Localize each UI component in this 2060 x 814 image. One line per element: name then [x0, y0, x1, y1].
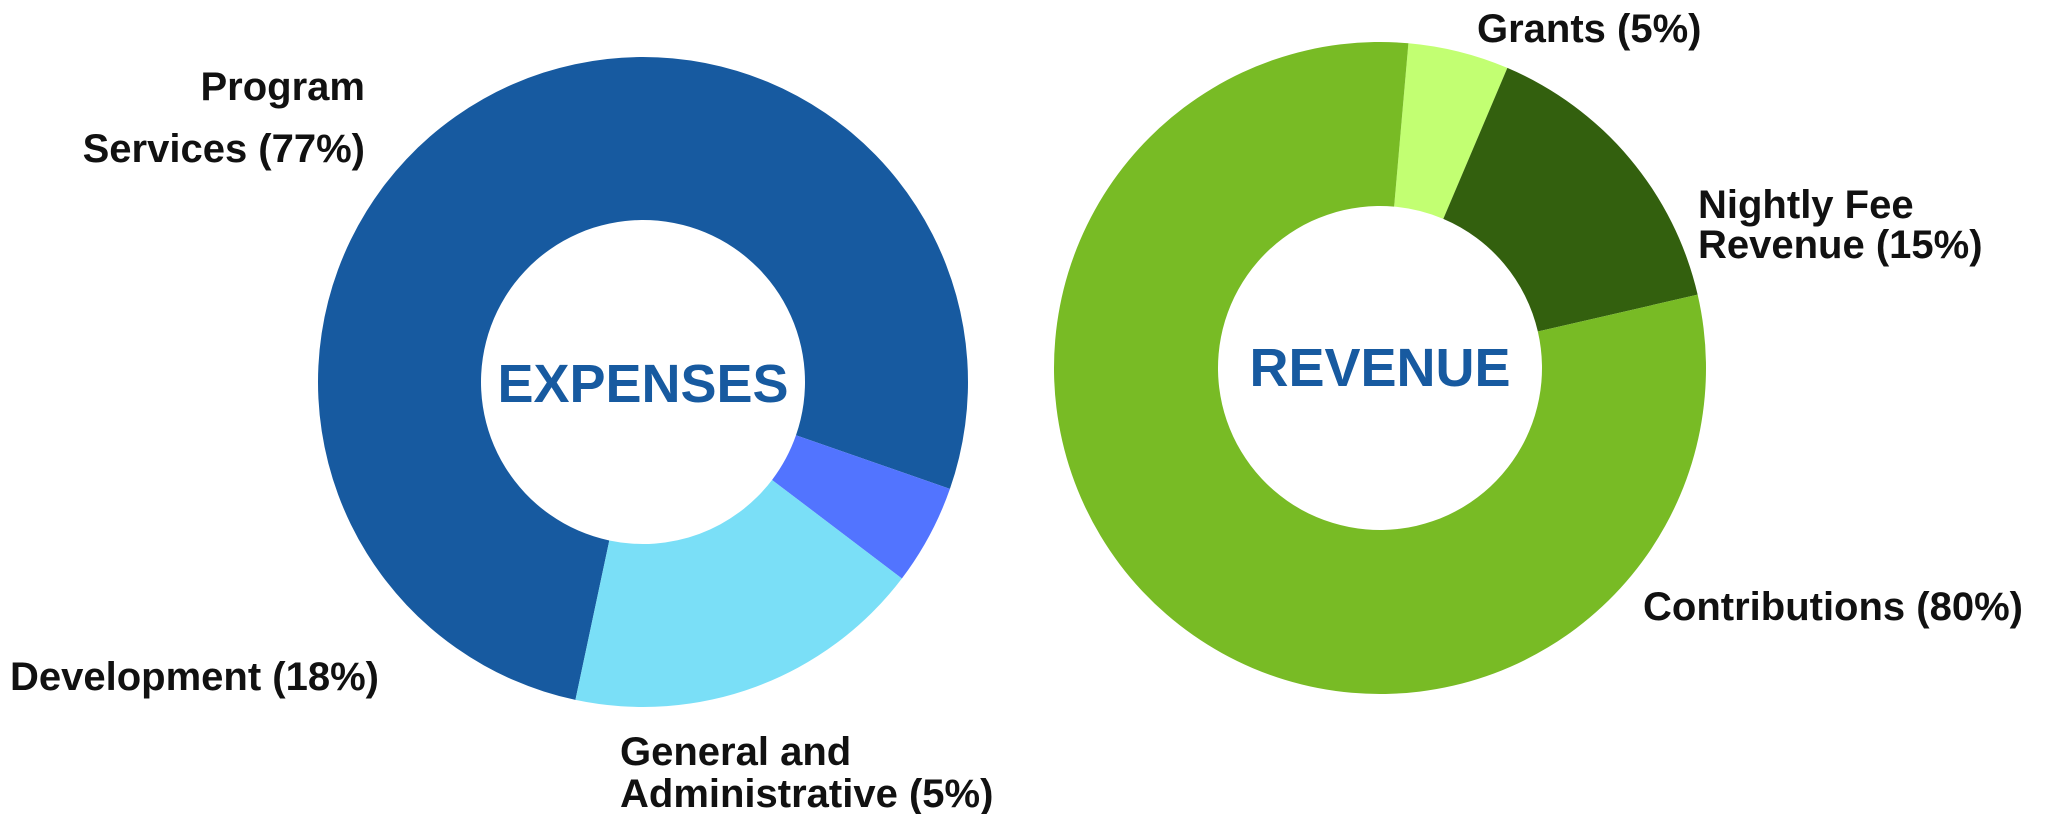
slice-development	[575, 479, 902, 707]
slice-label-contributions: Contributions (80%)	[1643, 585, 2023, 629]
slice-label-development: Development (18%)	[10, 655, 379, 699]
slice-nightly-fee-revenue	[1443, 67, 1698, 332]
slice-general-and-administrative	[772, 435, 950, 579]
slice-program-services	[318, 57, 969, 700]
expenses-center-label: EXPENSES	[497, 354, 788, 414]
slice-label-program-services: Program Services (77%)	[83, 65, 365, 171]
expenses-donut: EXPENSES Program Services (77%) General an…	[10, 57, 993, 814]
slice-label-grants: Grants (5%)	[1477, 7, 1702, 51]
slice-grants	[1394, 43, 1508, 219]
slice-label-general-and-administrative: General and Administrative (5%)	[620, 730, 993, 814]
slice-contributions	[1054, 41, 1706, 694]
slice-label-nightly-fee-revenue: Nightly Fee Revenue (15%)	[1698, 183, 1983, 267]
revenue-center-label: REVENUE	[1249, 338, 1510, 398]
revenue-donut: REVENUE Grants (5%) Nightly Fee Revenue (1…	[1054, 7, 2023, 694]
